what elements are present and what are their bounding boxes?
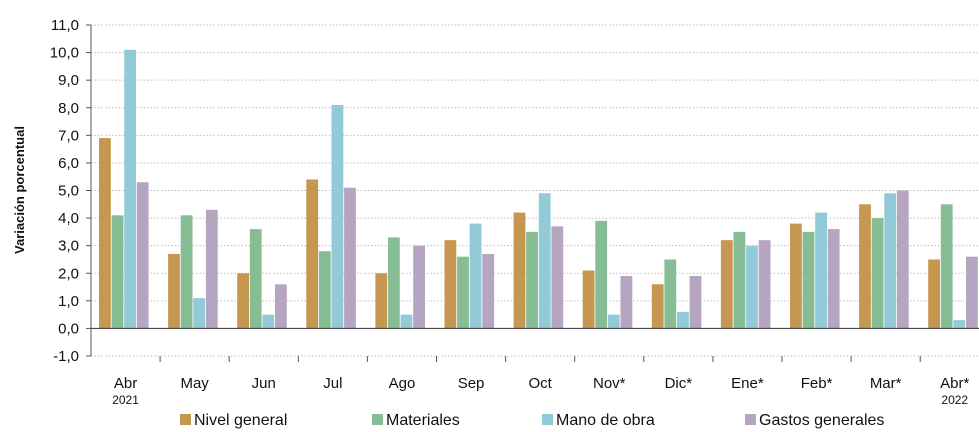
legend-label: Gastos generales [759,412,884,429]
x-tick-label: Feb* [801,375,833,392]
bar [306,179,319,329]
bar [249,229,262,329]
bar [513,212,526,329]
bar [953,320,966,329]
bar [388,237,400,329]
bar [375,273,388,329]
bar [344,187,356,329]
legend-label: Materiales [386,412,460,429]
y-tick-label: 6,0 [58,155,79,172]
bar [482,253,495,329]
x-tick-label: Mar* [870,375,902,392]
axes: -1,0 0,0 1,0 2,0 3,0 4,0 5,0 6,0 7,0 8,0 9,0 10,0 11… [50,17,979,407]
legend-label: Mano de obra [556,412,655,429]
x-tick-label: Abr [114,375,137,392]
y-tick-label: -1,0 [53,348,79,365]
bar [538,193,551,329]
bar [733,231,746,329]
x-tick-label: Nov* [593,375,626,392]
x-tick-label: Jul [323,375,342,392]
bar [99,138,111,329]
legend-swatch [542,414,553,425]
bar [193,298,206,329]
bar [620,276,633,329]
bar [815,212,827,329]
x-tick-sublabel: 2022 [941,393,968,407]
legend-swatch [372,414,383,425]
bar [664,259,677,329]
bar [444,240,457,329]
x-tick-label: Abr* [940,375,969,392]
bar [859,204,871,329]
bar [582,270,595,329]
bar [651,284,664,329]
x-tick-sublabel: 2021 [112,393,139,407]
x-tick-label: May [180,375,209,392]
bar [275,284,287,329]
legend-swatch [180,414,191,425]
bar [136,182,149,329]
legend-label: Nivel general [194,412,287,429]
x-tick-label: Ago [389,375,416,392]
bar [526,231,538,329]
y-tick-label: 2,0 [58,265,79,282]
y-tick-label: 8,0 [58,100,79,117]
y-tick-label: 1,0 [58,293,79,310]
y-tick-label: 3,0 [58,238,79,255]
bar [746,245,758,329]
bar [928,259,940,329]
bar [318,251,331,329]
x-tick-label: Dic* [665,375,693,392]
x-tick-label: Ene* [731,375,764,392]
bar [758,240,771,329]
bar [168,253,180,329]
bar [802,231,815,329]
legend: Nivel general Materiales Mano de obra Gasto… [180,412,884,429]
bar [966,256,978,329]
bar [262,314,275,329]
bar [111,215,124,329]
x-tick-label: Sep [458,375,485,392]
y-tick-label: 11,0 [51,17,79,34]
bar [551,226,564,329]
bar [469,223,482,329]
bars [99,49,978,329]
bar [940,204,953,329]
bar [205,209,218,329]
bar [607,314,620,329]
y-tick-label: 5,0 [58,183,79,200]
bar [400,314,413,329]
y-tick-label: 9,0 [58,72,79,89]
bar [884,193,897,329]
bar [790,223,802,329]
bar [457,256,469,329]
y-axis-label: Variación porcentual [12,126,27,254]
y-tick-label: 10,0 [50,45,79,62]
bar [827,229,840,329]
bar [331,104,344,329]
x-tick-label: Oct [528,375,552,392]
bar [180,215,193,329]
bar [677,311,689,329]
bar [871,218,884,329]
bar [896,190,909,329]
y-tick-label: 7,0 [58,127,79,144]
bar [689,276,702,329]
legend-swatch [745,414,756,425]
bar [413,245,425,329]
x-tick-label: Jun [252,375,276,392]
y-tick-label: 0,0 [58,320,79,337]
bar [720,240,733,329]
y-tick-label: 4,0 [58,210,79,227]
bar [124,49,136,329]
bar [595,220,608,329]
bar [237,273,249,329]
